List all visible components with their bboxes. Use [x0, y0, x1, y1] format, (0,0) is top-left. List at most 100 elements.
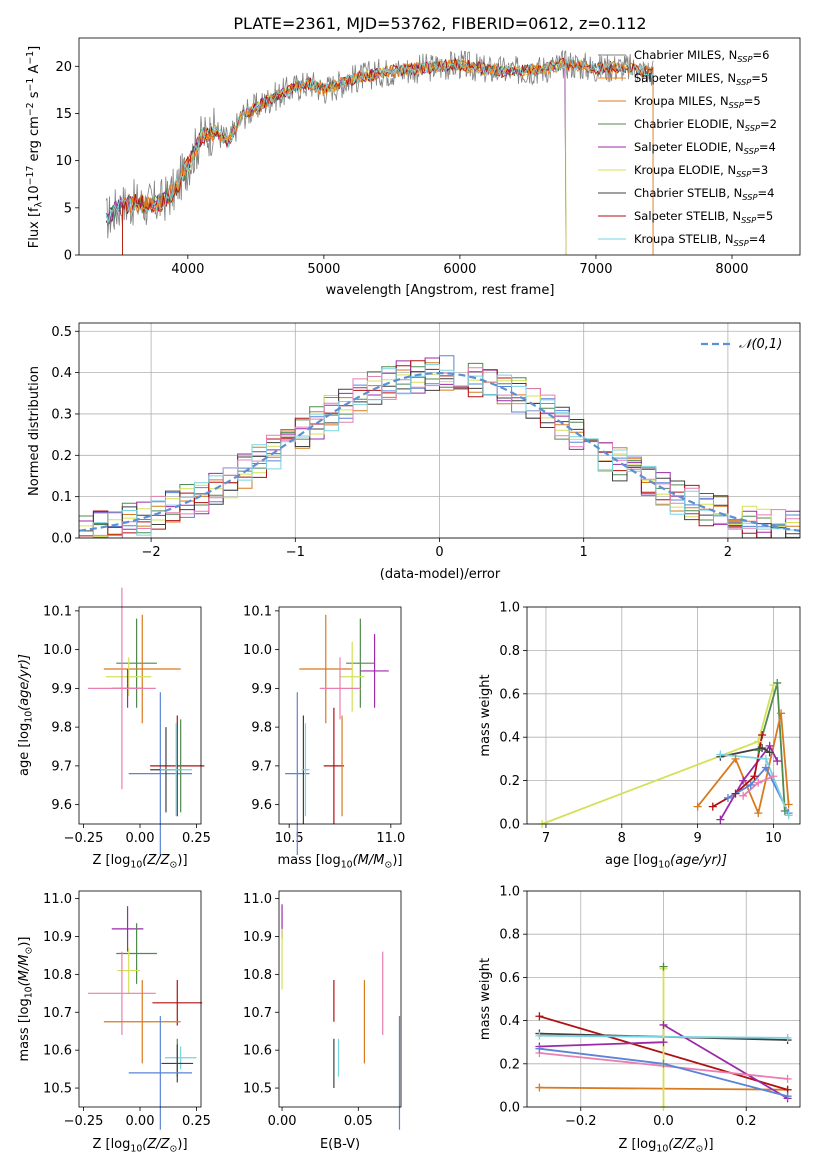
data-point-marker — [769, 772, 778, 781]
y-tick-label: 10.6 — [43, 1044, 72, 1059]
legend-entry-part: SSP — [742, 192, 757, 202]
axes-frame — [78, 322, 801, 539]
x-tick-label: 0.25 — [182, 831, 211, 846]
x-axis-label-part: age [log — [605, 853, 658, 868]
data-point-marker — [535, 1083, 544, 1092]
x-axis-label-part: ⊙ — [170, 1143, 178, 1154]
y-tick-label: 0.6 — [499, 687, 520, 702]
y-tick-label: 9.7 — [251, 759, 272, 774]
legend-entry-part: Kroupa ELODIE, N — [634, 163, 736, 177]
y-tick-label: 10.9 — [243, 930, 272, 945]
y-tick-label: 0.4 — [499, 731, 520, 746]
x-axis-label-part: (Z/Z — [142, 1137, 170, 1152]
x-tick-label: 2 — [724, 545, 732, 560]
y-axis-label-part: age [log — [17, 723, 32, 776]
legend-entry: Salpeter STELIB, NSSP​=5 — [634, 209, 773, 225]
y-tick-label: 0.8 — [499, 928, 520, 943]
legend-entry-part: =6 — [752, 48, 769, 62]
x-axis-label-part: )] — [392, 853, 402, 868]
data-point-marker — [783, 1092, 792, 1101]
age-vs-mass-panel: 10.5 11.0 9.6 9.7 9.8 9.9 10.0 10.1 mass [log10​… — [243, 604, 405, 870]
x-tick-label: 8 — [618, 831, 626, 846]
x-axis-label-part: 10 — [341, 859, 353, 870]
data-point-marker — [693, 802, 702, 811]
mass-weight-vs-metallicity-panel: −0.2 0.0 0.2 0.0 0.2 0.4 0.6 0.8 1.0 mass weight Z… — [478, 885, 801, 1154]
y-axis-label-part: 10 — [27, 185, 42, 202]
x-axis-label-part: mass [log — [278, 853, 341, 868]
x-axis-label: age [log10​(age/yr)] — [605, 853, 727, 870]
y-tick-label: 0.2 — [499, 1057, 520, 1072]
y-axis-label-part: 10 — [23, 986, 34, 998]
y-tick-label: 10.0 — [243, 643, 272, 658]
data-point-marker — [783, 1033, 792, 1042]
y-axis-label-part: A — [27, 65, 42, 78]
data-point-marker — [784, 811, 793, 820]
x-axis-label-part: )] — [177, 853, 187, 868]
y-tick-label: 10.0 — [43, 643, 72, 658]
axes-frame — [526, 890, 801, 1108]
x-tick-label: 0.00 — [126, 1114, 155, 1129]
data-point-marker — [750, 772, 759, 781]
y-axis-label-part: (M/M — [17, 955, 32, 987]
legend-entry-part: =4 — [759, 140, 776, 154]
y-tick-label: 0.8 — [499, 644, 520, 659]
x-axis-label-part: 10 — [130, 859, 142, 870]
legend-entry-part: Chabrier MILES, N — [634, 48, 737, 62]
data-point-marker — [746, 780, 755, 789]
x-axis-label-part: 10 — [656, 1143, 668, 1154]
histogram-series — [79, 367, 800, 538]
x-tick-label: 0.25 — [182, 1114, 211, 1129]
x-axis-label-part: (M/M — [353, 853, 385, 868]
y-axis-label: mass [log10​(M/M⊙​)] — [17, 937, 34, 1062]
x-tick-label: 6000 — [443, 262, 476, 277]
legend-entry-part: =5 — [751, 71, 768, 85]
x-axis-label-part: Z [log — [92, 1137, 130, 1152]
y-axis-label: mass weight — [478, 674, 493, 756]
y-tick-label: 9.8 — [51, 721, 72, 736]
y-tick-label: 10.8 — [243, 968, 272, 983]
y-axis-label-part: (age/yr)] — [17, 654, 32, 711]
spectrum-line — [105, 57, 654, 224]
x-tick-label: 11.0 — [376, 831, 405, 846]
legend-entry: Kroupa MILES, NSSP​=5 — [634, 94, 761, 110]
data-point-marker — [784, 800, 793, 809]
legend-entry-part: Salpeter STELIB, N — [634, 209, 741, 223]
legend-entry-part: =4 — [757, 186, 774, 200]
axes-frame — [278, 890, 402, 1108]
y-axis-label: mass weight — [478, 958, 493, 1040]
x-axis-label: wavelength [Angstrom, rest frame] — [326, 283, 555, 298]
legend-entry-part: SSP — [741, 215, 756, 225]
y-tick-label: 9.8 — [251, 721, 272, 736]
spectrum-line — [122, 58, 654, 255]
data-point-marker — [777, 709, 786, 718]
mass-weight-line — [712, 734, 763, 808]
legend-entry-part: Chabrier STELIB, N — [634, 186, 742, 200]
data-point-marker — [783, 1074, 792, 1083]
data-point-marker — [773, 757, 782, 766]
x-axis-label: (data-model)/error — [380, 567, 501, 582]
legend-entry-part: SSP — [736, 169, 751, 179]
y-tick-label: 0.5 — [51, 325, 72, 340]
data-point-marker — [773, 678, 782, 687]
x-axis-label-part: ⊙ — [696, 1143, 704, 1154]
legend-entry: Chabrier STELIB, NSSP​=4 — [634, 186, 774, 202]
legend-entry: Kroupa STELIB, NSSP​=4 — [634, 232, 766, 248]
data-point-marker — [659, 1038, 668, 1047]
x-axis-label: mass [log10​(M/M⊙​)] — [278, 853, 403, 870]
y-tick-label: 1.0 — [499, 601, 520, 616]
data-point-marker — [754, 737, 763, 746]
normal-reference-curve — [79, 371, 800, 532]
y-tick-label: 9.6 — [251, 798, 272, 813]
x-tick-label: −0.25 — [64, 1114, 104, 1129]
y-tick-label: 10 — [55, 154, 72, 169]
x-tick-label: 0 — [435, 545, 443, 560]
data-point-marker — [659, 962, 668, 971]
histogram-series — [79, 364, 800, 538]
data-point-marker — [739, 791, 748, 800]
legend-entry-part: =5 — [756, 209, 773, 223]
y-tick-label: 0 — [64, 249, 72, 264]
mass-weight-vs-age-panel: 7 8 9 10 0.0 0.2 0.4 0.6 0.8 1.0 mass weight age [l… — [478, 601, 801, 870]
y-axis-label-part: −1 — [25, 78, 36, 92]
y-tick-label: 9.6 — [51, 798, 72, 813]
y-axis-label-part: ⊙ — [23, 947, 34, 955]
